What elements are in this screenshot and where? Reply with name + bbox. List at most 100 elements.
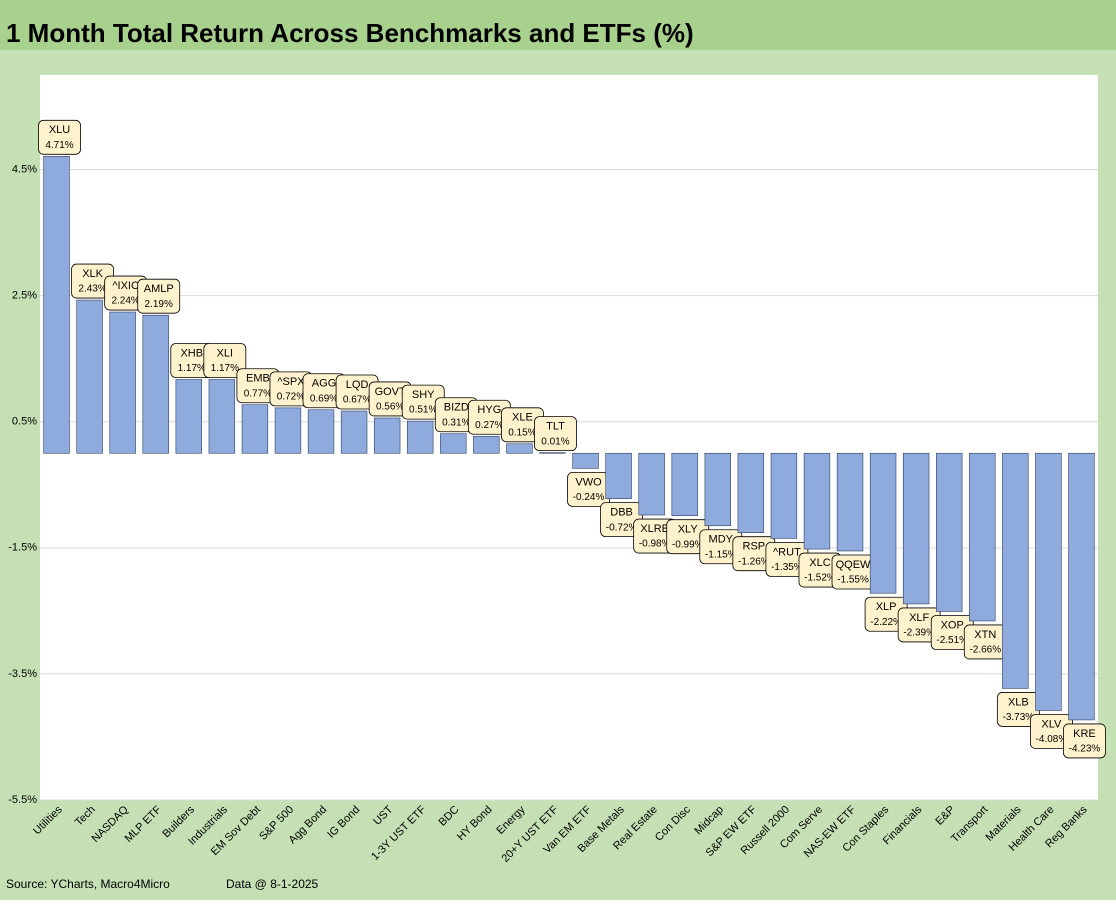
value-label: 0.31% — [442, 417, 470, 428]
ticker-label: XLC — [809, 557, 830, 569]
label-box — [137, 278, 181, 314]
value-label: 2.43% — [78, 284, 106, 295]
bar — [770, 452, 798, 539]
value-label: -2.51% — [936, 635, 968, 646]
value-label: -0.98% — [639, 539, 671, 550]
value-label: -0.24% — [573, 492, 605, 503]
bar — [142, 314, 169, 454]
bar — [175, 379, 202, 454]
bar — [605, 452, 632, 499]
bar — [902, 452, 930, 605]
bar — [671, 452, 698, 516]
value-label: 0.77% — [244, 388, 272, 399]
value-label: -0.72% — [606, 522, 638, 533]
value-label: -2.39% — [903, 628, 935, 639]
ticker-label: XTN — [974, 629, 996, 641]
value-label: -1.26% — [738, 556, 770, 567]
value-label: 0.01% — [541, 436, 569, 447]
value-label: 2.19% — [145, 299, 173, 310]
ticker-label: XLU — [49, 124, 70, 136]
value-label: -3.73% — [1003, 712, 1035, 723]
title-band — [0, 0, 1116, 50]
bar — [373, 417, 401, 454]
ticker-label: KRE — [1073, 728, 1096, 740]
bar — [506, 443, 533, 454]
value-label: -4.23% — [1069, 744, 1101, 755]
value-label: -2.22% — [870, 617, 902, 628]
value-label: -1.35% — [771, 562, 803, 573]
value-label: 2.24% — [111, 296, 139, 307]
y-tick-label: -5.5% — [8, 794, 37, 806]
bar — [836, 452, 864, 552]
bar — [869, 452, 897, 594]
value-label: 1.17% — [211, 363, 239, 374]
bar — [803, 452, 831, 550]
bar — [539, 452, 566, 454]
ticker-label: EMB — [246, 373, 270, 385]
ticker-label: ^SPX — [277, 376, 305, 388]
ticker-label: XLI — [217, 347, 234, 359]
value-label: 0.51% — [409, 405, 437, 416]
value-label: 0.27% — [475, 420, 503, 431]
ticker-label: BIZD — [444, 402, 469, 414]
value-label: -2.66% — [969, 645, 1001, 656]
bar — [274, 407, 302, 454]
bar — [241, 404, 269, 454]
bar — [440, 433, 467, 454]
bar — [1002, 452, 1029, 689]
bar — [936, 452, 963, 612]
ticker-label: XLB — [1008, 696, 1029, 708]
bar — [340, 410, 368, 454]
bar — [407, 420, 434, 454]
ticker-label: XLRE — [640, 523, 669, 535]
ticker-label: XLF — [909, 612, 929, 624]
bar — [43, 156, 70, 454]
bar — [307, 409, 335, 454]
ticker-label: HYG — [477, 404, 501, 416]
ticker-label: TLT — [546, 421, 565, 433]
value-label: -1.52% — [804, 573, 836, 584]
bar — [1035, 452, 1062, 711]
bar — [572, 452, 599, 469]
ticker-label: AMLP — [144, 283, 174, 295]
ticker-label: XLY — [678, 524, 699, 536]
bar — [473, 435, 500, 454]
label-box — [534, 416, 577, 452]
y-tick-label: 4.5% — [12, 163, 37, 175]
ticker-label: XLV — [1041, 718, 1062, 730]
ticker-label: ^RUT — [773, 546, 801, 558]
value-label: -1.15% — [705, 549, 737, 560]
ticker-label: XLP — [876, 601, 897, 613]
ticker-label: SHY — [412, 389, 435, 401]
value-label: -4.08% — [1036, 734, 1068, 745]
bar — [1068, 452, 1095, 721]
value-label: -0.99% — [672, 539, 704, 550]
label-box — [38, 119, 81, 155]
y-tick-label: 2.5% — [12, 290, 37, 302]
value-label: 4.71% — [45, 140, 73, 151]
bar — [76, 299, 103, 454]
ticker-label: XOP — [941, 619, 964, 631]
value-label: 0.72% — [277, 392, 305, 403]
chart-title: 1 Month Total Return Across Benchmarks a… — [6, 18, 694, 48]
data-date: Data @ 8-1-2025 — [226, 877, 319, 891]
y-tick-label: -1.5% — [8, 542, 37, 554]
ticker-label: QQEW — [836, 559, 871, 571]
bar — [208, 379, 236, 454]
value-label: 0.69% — [310, 393, 338, 404]
ticker-label: XLE — [512, 412, 533, 424]
ticker-label: AGG — [312, 378, 336, 390]
bar — [109, 311, 136, 454]
ticker-label: XHB — [180, 347, 203, 359]
value-label: 0.56% — [376, 402, 404, 413]
ticker-label: GOVT — [375, 386, 406, 398]
bar — [704, 452, 731, 527]
bar — [638, 452, 665, 516]
ticker-label: DBB — [610, 507, 633, 519]
ticker-label: RSP — [743, 541, 766, 553]
value-label: 0.67% — [343, 395, 371, 406]
bar — [969, 452, 996, 622]
value-label: 0.15% — [508, 427, 536, 438]
value-label: -1.55% — [837, 575, 869, 586]
ticker-label: ^IXIC — [112, 280, 139, 292]
